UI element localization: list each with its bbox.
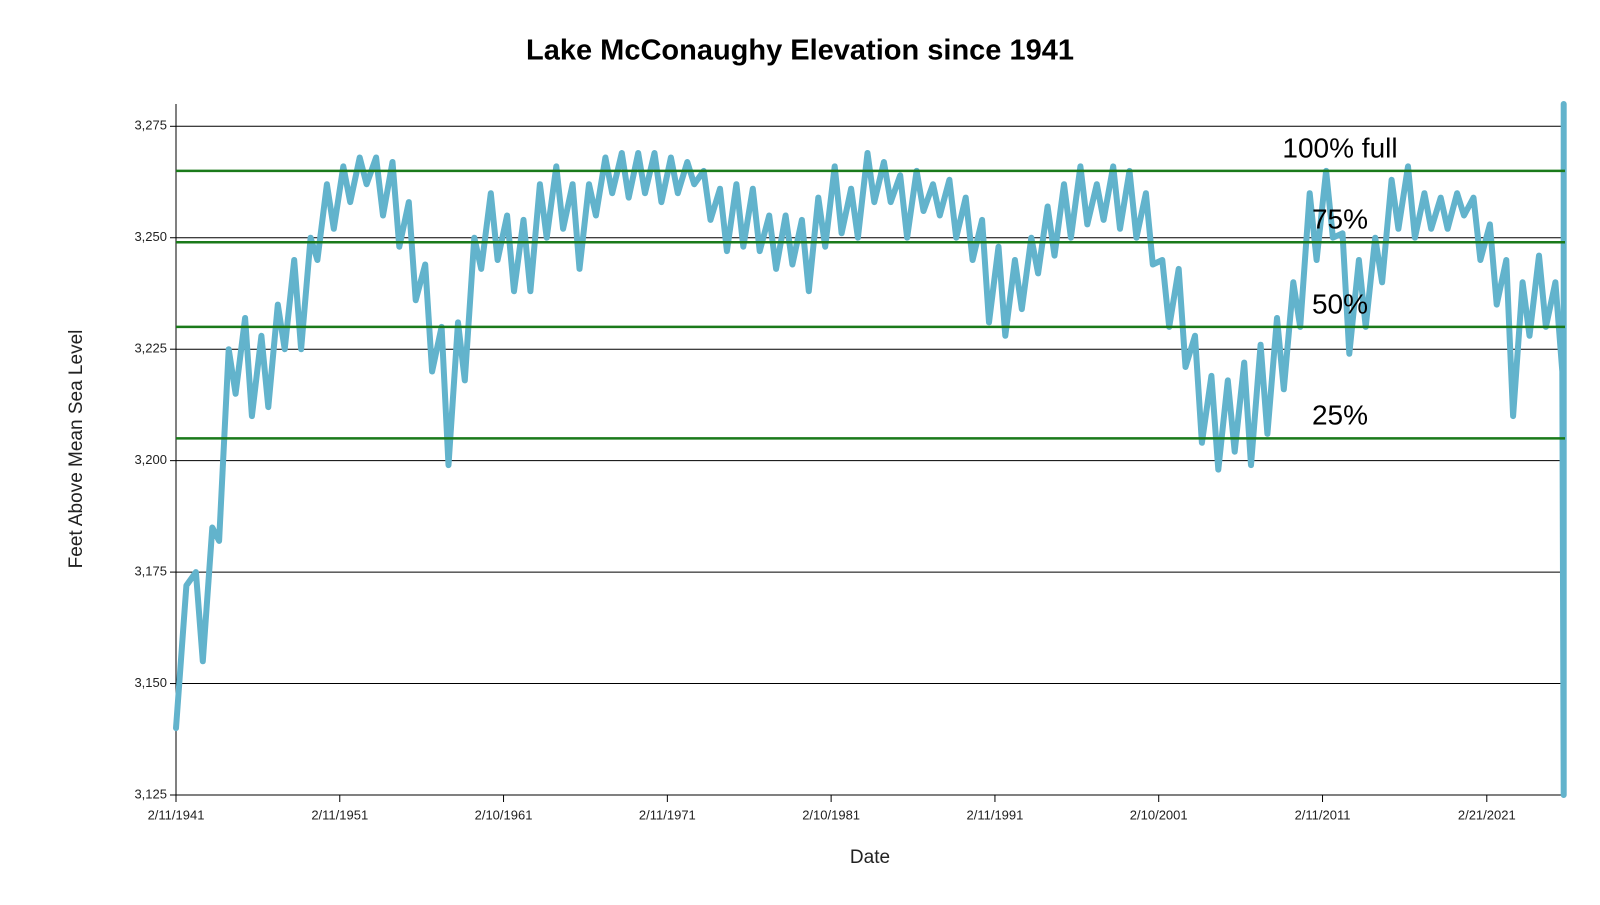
y-tick-label: 3,150 — [134, 675, 167, 690]
x-tick-label: 2/11/2011 — [1295, 807, 1351, 822]
x-tick-label: 2/11/1941 — [148, 807, 205, 822]
x-tick-label: 2/21/2021 — [1458, 807, 1516, 822]
y-tick-label: 3,225 — [134, 341, 167, 356]
x-tick-label: 2/10/2001 — [1130, 807, 1188, 822]
x-tick-label: 2/10/1961 — [475, 807, 533, 822]
y-tick-label: 3,200 — [134, 452, 167, 467]
y-tick-label: 3,250 — [134, 229, 167, 244]
x-tick-label: 2/11/1951 — [311, 807, 368, 822]
x-axis-label: Date — [850, 847, 890, 868]
reference-label: 25% — [1312, 400, 1368, 431]
x-tick-label: 2/11/1991 — [967, 807, 1024, 822]
chart-title: Lake McConaughy Elevation since 1941 — [526, 35, 1074, 67]
y-tick-label: 3,175 — [134, 564, 167, 579]
y-tick-label: 3,275 — [134, 118, 167, 133]
reference-label: 75% — [1312, 204, 1368, 235]
x-tick-label: 2/10/1981 — [802, 807, 860, 822]
reference-label: 50% — [1312, 288, 1368, 319]
y-axis-label: Feet Above Mean Sea Level — [66, 330, 87, 569]
reference-label: 100% full — [1282, 132, 1397, 163]
y-tick-label: 3,125 — [134, 786, 167, 801]
x-tick-label: 2/11/1971 — [639, 807, 696, 822]
elevation-line — [173, 101, 1567, 798]
